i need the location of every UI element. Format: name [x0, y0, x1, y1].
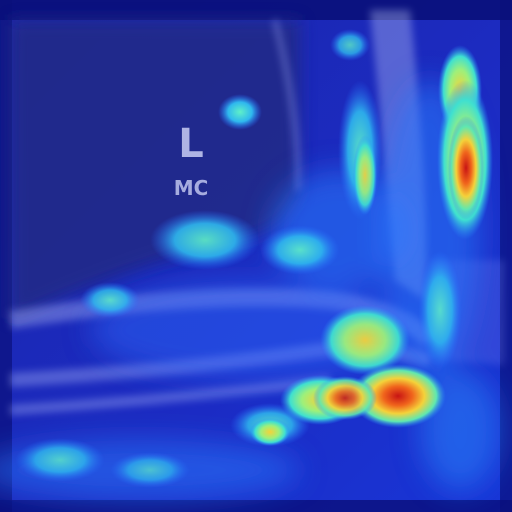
- hot-spots: [313, 116, 484, 428]
- side-marker: L MC: [166, 118, 232, 216]
- side-marker-letter: L: [178, 121, 204, 167]
- dark-region: [10, 20, 300, 320]
- side-marker-label: MC: [173, 176, 209, 200]
